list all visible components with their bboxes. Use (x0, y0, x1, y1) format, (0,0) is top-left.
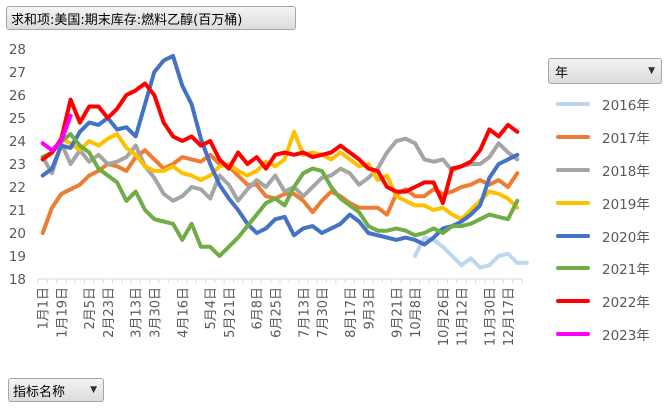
x-tick-label: 5月21日 (223, 287, 238, 338)
pivot-row-field-label: 指标名称 (13, 384, 66, 400)
legend-item: 2023年 (556, 318, 664, 351)
x-tick-label: 10月8日 (409, 287, 424, 338)
x-tick-label: 11月30日 (483, 287, 498, 346)
y-tick-label: 22 (9, 180, 26, 196)
x-tick-label: 6月8日 (251, 287, 266, 330)
legend-swatch (556, 167, 590, 172)
x-tick-label: 11月12日 (456, 287, 471, 346)
pivot-row-field-button[interactable]: 指标名称 ▼ (8, 378, 104, 402)
series-line-0 (413, 235, 529, 270)
y-tick-label: 18 (9, 272, 26, 288)
y-tick-label: 19 (9, 249, 26, 265)
legend-item: 2016年 (556, 88, 664, 121)
pivot-value-field-button[interactable]: 求和项:美国:期末库存:燃料乙醇(百万桶) (6, 6, 296, 30)
x-tick-label: 9月21日 (390, 287, 405, 338)
legend-item: 2019年 (556, 186, 664, 219)
legend-item: 2022年 (556, 285, 664, 318)
series-line-7 (40, 113, 73, 153)
legend-item: 2020年 (556, 219, 664, 252)
legend-filter-label: 年 (555, 65, 569, 81)
legend-swatch (556, 331, 590, 336)
x-tick-label: 7月30日 (316, 287, 331, 338)
x-tick-label: 6月25日 (269, 287, 284, 338)
legend-label: 2020年 (602, 229, 650, 246)
legend-label: 2023年 (602, 327, 650, 344)
x-tick-label: 9月3日 (362, 287, 377, 330)
series-line-2 (40, 136, 520, 203)
y-tick-label: 25 (9, 111, 26, 127)
series-line-3 (40, 129, 520, 222)
plot-area: 18 19 20 21 22 23 24 25 26 27 28 1月1日 1月19日 2月5日 2月23日… (9, 42, 529, 346)
x-tick-label: 8月17日 (344, 287, 359, 338)
x-tick-label: 12月17日 (502, 287, 517, 346)
dropdown-arrow-icon: ▼ (648, 66, 655, 76)
legend-swatch (556, 233, 590, 238)
legend-label: 2018年 (602, 163, 650, 180)
x-tick-label: 5月4日 (204, 287, 219, 330)
y-tick-label: 24 (9, 134, 26, 150)
x-tick-label: 2月23日 (102, 287, 117, 338)
x-tick-label: 1月19日 (55, 287, 70, 338)
x-tick-label: 7月13日 (297, 287, 312, 338)
series-line-4 (40, 53, 520, 247)
legend-label: 2016年 (602, 98, 650, 115)
y-tick-label: 26 (9, 88, 26, 104)
dropdown-arrow-icon: ▼ (90, 385, 97, 395)
y-tick-label: 28 (9, 42, 26, 58)
x-tick-label: 4月16日 (176, 287, 191, 338)
y-tick-label: 27 (9, 65, 26, 81)
legend-item: 2021年 (556, 252, 664, 285)
legend-label: 2022年 (602, 295, 650, 312)
legend-swatch (556, 299, 590, 304)
series-line-5 (40, 132, 520, 258)
x-tick-label: 10月26日 (437, 287, 452, 346)
x-tick-label: 1月1日 (37, 287, 52, 330)
legend-label: 2021年 (602, 262, 650, 279)
legend-swatch (556, 266, 590, 271)
legend-label: 2017年 (602, 131, 650, 148)
legend-label: 2019年 (602, 196, 650, 213)
legend-swatch (556, 135, 590, 140)
legend-filter-button[interactable]: 年 ▼ (548, 58, 662, 84)
series-line-6 (40, 81, 520, 206)
y-tick-label: 21 (9, 203, 26, 219)
y-tick-label: 23 (9, 157, 26, 173)
x-tick-label: 2月5日 (83, 287, 98, 330)
pivot-value-field-label: 求和项:美国:期末库存:燃料乙醇(百万桶) (11, 12, 243, 28)
legend-item: 2018年 (556, 154, 664, 187)
x-tick-label: 3月13日 (130, 287, 145, 338)
y-tick-label: 20 (9, 226, 26, 242)
legend: 2016年 2017年 2018年 2019年 2020年 2021年 2022年 2023年 (556, 88, 664, 350)
legend-swatch (556, 102, 590, 107)
legend-swatch (556, 200, 590, 205)
legend-item: 2017年 (556, 121, 664, 154)
x-tick-label: 3月30日 (148, 287, 163, 338)
